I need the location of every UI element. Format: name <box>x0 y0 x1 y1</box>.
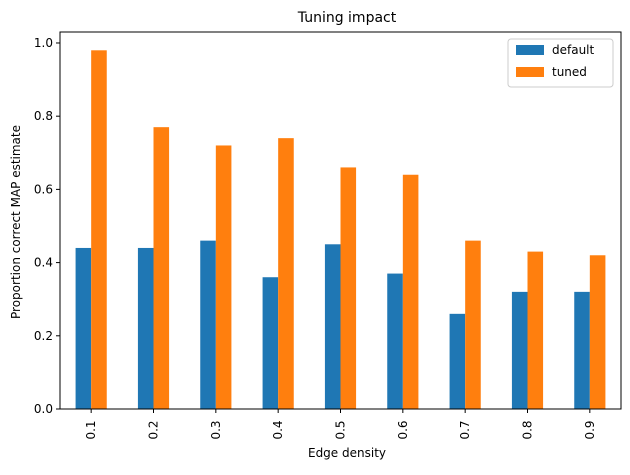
bar-default-0.2 <box>137 247 154 409</box>
legend-swatch-tuned <box>516 67 544 77</box>
x-tick-label: 0.6 <box>396 420 410 439</box>
axes-group: 0.0 0.2 0.4 0.6 0.8 1.0 0.1 0.2 0.3 0.4 0.5 0.6 0.7 0… <box>34 31 622 440</box>
bar-tuned-0.1 <box>91 50 107 410</box>
legend-label-default: default <box>552 43 595 57</box>
y-tick-label: 0.0 <box>34 402 53 416</box>
x-axis-label: Edge density <box>308 446 386 460</box>
x-tick-label: 0.3 <box>209 420 223 439</box>
chart-title: Tuning impact <box>297 10 397 26</box>
bar-tuned-0.6 <box>402 174 419 409</box>
bar-default-0.7 <box>449 313 466 409</box>
bar-default-0.6 <box>387 273 403 409</box>
x-tick-label: 0.7 <box>458 420 472 439</box>
legend-swatch-default <box>516 45 544 55</box>
bar-default-0.1 <box>75 247 92 409</box>
bar-tuned-0.5 <box>340 167 357 409</box>
y-tick-label: 0.8 <box>34 109 53 123</box>
bar-tuned-0.8 <box>527 251 544 409</box>
bar-tuned-0.9 <box>589 255 606 409</box>
bars-group <box>75 50 606 410</box>
x-tick-label: 0.5 <box>334 420 348 439</box>
bar-tuned-0.3 <box>215 145 232 409</box>
bar-tuned-0.4 <box>278 138 294 409</box>
y-tick-label: 1.0 <box>34 36 53 50</box>
bar-default-0.5 <box>324 244 341 409</box>
bar-default-0.9 <box>574 291 590 409</box>
x-tick-label: 0.2 <box>147 420 161 439</box>
y-tick-label: 0.2 <box>34 329 53 343</box>
bar-tuned-0.2 <box>153 127 170 410</box>
x-tick-label: 0.9 <box>583 420 597 439</box>
y-axis-label: Proportion correct MAP estimate <box>9 125 23 319</box>
y-tick-label: 0.6 <box>34 182 53 196</box>
legend: default tuned <box>507 38 614 88</box>
bar-default-0.4 <box>262 277 279 409</box>
y-tick-label: 0.4 <box>34 256 53 270</box>
x-tick-label: 0.8 <box>521 420 535 439</box>
bar-default-0.8 <box>511 291 528 409</box>
x-tick-label: 0.1 <box>84 420 98 439</box>
legend-label-tuned: tuned <box>552 65 587 79</box>
x-tick-label: 0.4 <box>271 420 285 439</box>
bar-tuned-0.7 <box>465 240 481 409</box>
bar-default-0.3 <box>200 240 216 409</box>
